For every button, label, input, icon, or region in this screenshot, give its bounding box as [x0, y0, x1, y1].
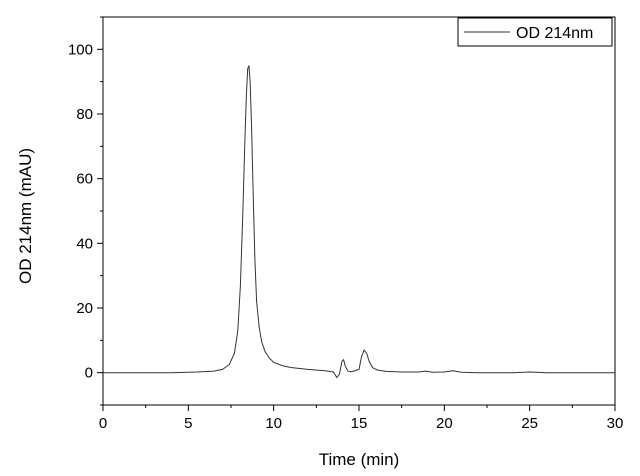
y-tick-label: 40	[76, 235, 93, 252]
y-tick-label: 60	[76, 171, 93, 188]
plot-area	[103, 65, 615, 379]
y-tick-label: 100	[68, 41, 93, 58]
x-tick-label: 10	[265, 415, 282, 432]
x-tick-label: 0	[99, 415, 107, 432]
y-tick-label: 0	[85, 365, 93, 382]
x-tick-label: 20	[436, 415, 453, 432]
y-tick-label: 80	[76, 106, 93, 123]
y-axis-label: OD 214nm (mAU)	[16, 148, 35, 284]
legend-label: OD 214nm	[516, 25, 593, 42]
y-tick-label: 20	[76, 300, 93, 317]
series-line-od-214nm	[103, 65, 615, 379]
legend: OD 214nm	[457, 17, 613, 47]
x-tick-label: 25	[521, 415, 538, 432]
x-tick-label: 30	[607, 415, 624, 432]
x-tick-label: 15	[351, 415, 368, 432]
axes: 0 5 10 15 20 25 30 0 20 40 60 80 100	[68, 16, 624, 432]
plot-frame	[102, 16, 616, 406]
x-tick-label: 5	[184, 415, 192, 432]
x-axis-label: Time (min)	[319, 450, 400, 469]
